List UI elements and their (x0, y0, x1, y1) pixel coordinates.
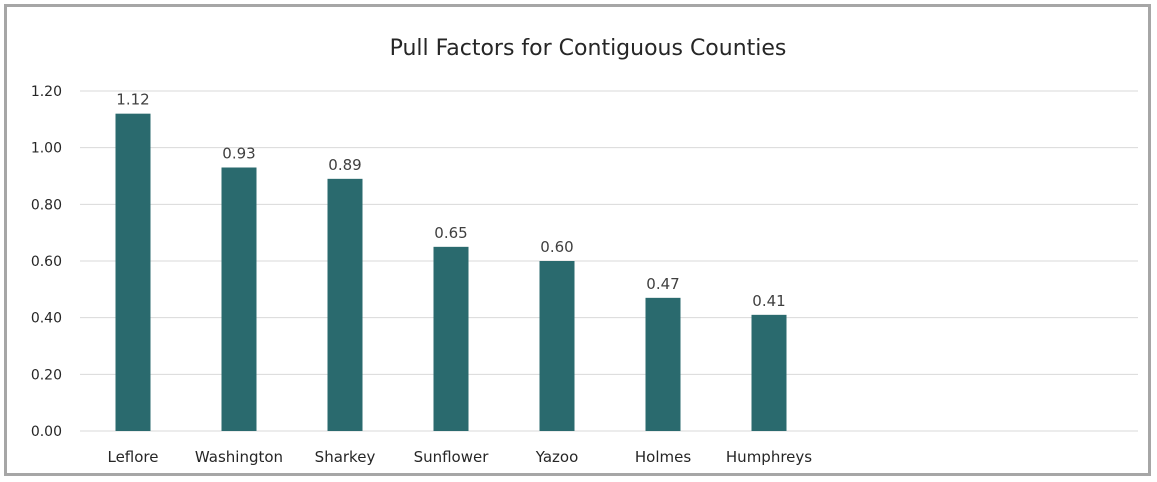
data-label: 0.47 (646, 275, 679, 293)
bar-yazoo (539, 261, 575, 431)
data-label: 0.93 (222, 145, 255, 163)
y-tick-label: 0.00 (31, 424, 62, 440)
x-category-label: Washington (195, 448, 283, 466)
y-tick-label: 0.80 (31, 197, 62, 213)
x-category-label: Leflore (107, 448, 158, 466)
x-category-label: Sunflower (414, 448, 490, 466)
y-tick-label: 1.00 (31, 141, 62, 157)
x-category-label: Holmes (635, 448, 691, 466)
data-labels: 1.12 0.93 0.89 0.65 0.60 0.47 0.41 (116, 91, 785, 310)
bar-sunflower (433, 246, 469, 431)
data-label: 0.41 (752, 292, 785, 310)
y-tick-label: 0.60 (31, 254, 62, 270)
x-category-label: Sharkey (315, 448, 376, 466)
y-axis-tick-labels: 0.00 0.20 0.40 0.60 0.80 1.00 1.20 (31, 84, 62, 440)
data-label: 0.65 (434, 224, 467, 242)
data-label: 0.60 (540, 238, 573, 256)
chart-title: Pull Factors for Contiguous Counties (390, 36, 787, 61)
bar-washington (221, 167, 257, 431)
bar-sharkey (327, 178, 363, 431)
data-label: 1.12 (116, 91, 149, 109)
data-label: 0.89 (328, 156, 361, 174)
bar-holmes (645, 297, 681, 431)
bars (115, 113, 787, 432)
x-category-label: Yazoo (535, 448, 579, 466)
y-tick-label: 1.20 (31, 84, 62, 100)
chart-frame (4, 4, 1151, 476)
bar-humphreys (751, 314, 787, 431)
x-axis-category-labels: Leflore Washington Sharkey Sunflower Yazoo Ho… (107, 448, 812, 466)
x-category-label: Humphreys (726, 448, 812, 466)
y-tick-label: 0.40 (31, 311, 62, 327)
bar-leflore (115, 113, 151, 432)
y-tick-label: 0.20 (31, 367, 62, 383)
